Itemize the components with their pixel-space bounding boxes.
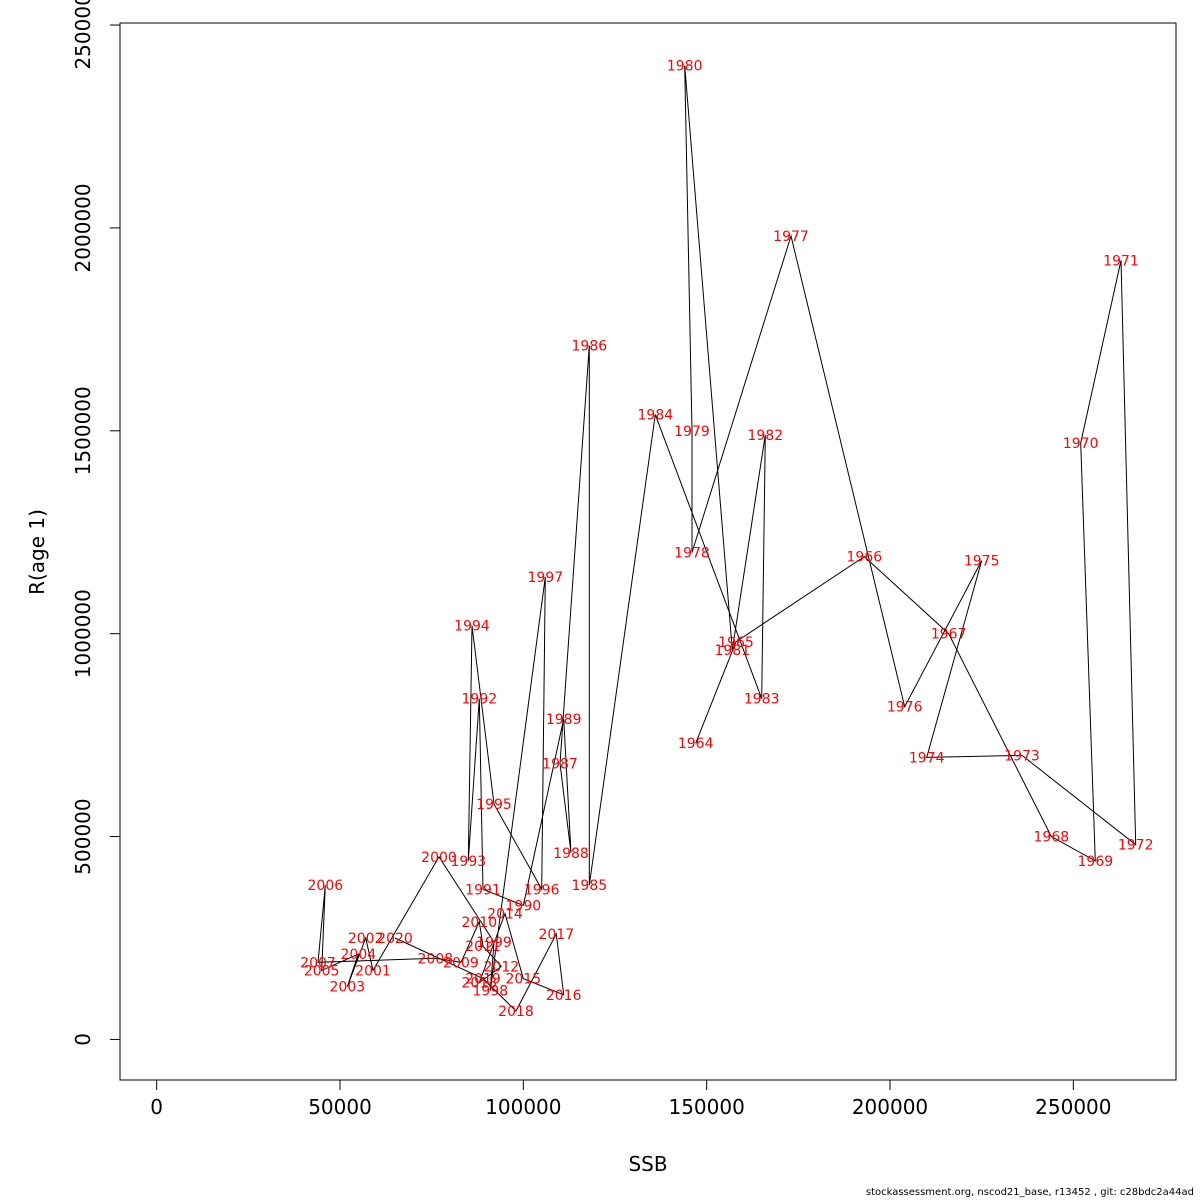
- point-label-1970: 1970: [1063, 436, 1099, 452]
- point-label-1981: 1981: [715, 643, 751, 659]
- point-label-1986: 1986: [572, 339, 608, 355]
- point-label-1968: 1968: [1034, 830, 1070, 846]
- point-label-1974: 1974: [909, 750, 945, 766]
- point-label-1999: 1999: [476, 935, 512, 951]
- point-label-1995: 1995: [476, 797, 512, 813]
- point-label-1979: 1979: [674, 424, 710, 440]
- point-label-1982: 1982: [748, 428, 784, 444]
- plot-frame: [119, 22, 1177, 1081]
- recruitment-path: [317, 65, 1137, 1012]
- point-label-1978: 1978: [674, 546, 710, 562]
- point-label-2015: 2015: [506, 972, 542, 988]
- x-tick-label: 0: [150, 1095, 163, 1119]
- point-label-2016: 2016: [546, 988, 582, 1004]
- y-axis: 0 500000 1000000 1500000 2000000 2500000: [71, 0, 121, 1046]
- point-label-1971: 1971: [1103, 253, 1139, 269]
- point-label-2003: 2003: [330, 980, 366, 996]
- point-label-1965: 1965: [718, 635, 754, 651]
- point-label-1977: 1977: [773, 229, 809, 245]
- y-tick-label: 1500000: [71, 386, 95, 475]
- point-label-2020: 2020: [377, 931, 413, 947]
- point-label-2010: 2010: [462, 915, 498, 931]
- point-label-1966: 1966: [847, 550, 883, 566]
- point-label-1987: 1987: [542, 757, 578, 773]
- point-label-2006: 2006: [308, 878, 344, 894]
- point-label-2014: 2014: [487, 907, 523, 923]
- x-axis-label: SSB: [628, 1152, 667, 1176]
- point-label-1997: 1997: [528, 570, 564, 586]
- point-label-1972: 1972: [1118, 838, 1154, 854]
- x-tick-label: 150000: [668, 1095, 744, 1119]
- x-tick-label: 50000: [308, 1095, 372, 1119]
- point-label-2000: 2000: [421, 850, 457, 866]
- point-label-2009: 2009: [443, 955, 479, 971]
- point-label-1996: 1996: [524, 882, 560, 898]
- x-tick-label: 100000: [485, 1095, 561, 1119]
- point-label-1989: 1989: [546, 712, 582, 728]
- point-label-2008: 2008: [418, 951, 454, 967]
- x-tick-label: 250000: [1035, 1095, 1111, 1119]
- year-labels: 1964 1965 1966 1967 1968 1969 1970 1971 1972 1973…: [300, 59, 1153, 1020]
- y-tick-label: 2000000: [71, 183, 95, 272]
- point-label-1976: 1976: [887, 700, 923, 716]
- point-label-1967: 1967: [931, 627, 967, 643]
- point-label-1993: 1993: [451, 854, 487, 870]
- point-label-2001: 2001: [355, 963, 391, 979]
- footer-credit: stockassessment.org, nscod21_base, r1345…: [865, 1187, 1194, 1198]
- point-label-1985: 1985: [572, 878, 608, 894]
- point-label-1994: 1994: [454, 619, 490, 635]
- series-line: [317, 65, 1137, 1012]
- point-label-1991: 1991: [465, 882, 501, 898]
- x-tick-label: 200000: [852, 1095, 928, 1119]
- y-tick-label: 0: [71, 1033, 95, 1046]
- point-label-2017: 2017: [539, 927, 575, 943]
- y-tick-label: 2500000: [71, 0, 95, 70]
- point-label-1980: 1980: [667, 59, 703, 75]
- point-label-2019: 2019: [465, 972, 501, 988]
- y-tick-label: 500000: [71, 798, 95, 874]
- point-label-1984: 1984: [638, 408, 674, 424]
- point-label-1988: 1988: [553, 846, 589, 862]
- point-label-1964: 1964: [678, 736, 714, 752]
- x-axis: 0 50000 100000 150000 200000 250000: [150, 1079, 1112, 1119]
- point-label-1990: 1990: [506, 899, 542, 915]
- y-axis-label: R(age 1): [25, 509, 49, 595]
- point-label-2011: 2011: [465, 939, 501, 955]
- point-label-2004: 2004: [341, 947, 377, 963]
- point-label-1983: 1983: [744, 692, 780, 708]
- point-label-2013: 2013: [462, 976, 498, 992]
- point-label-1975: 1975: [964, 554, 1000, 570]
- point-label-1969: 1969: [1078, 854, 1114, 870]
- point-label-2018: 2018: [498, 1004, 534, 1020]
- y-tick-label: 1000000: [71, 589, 95, 678]
- point-label-1992: 1992: [462, 692, 498, 708]
- point-label-1973: 1973: [1004, 748, 1040, 764]
- point-label-2005: 2005: [304, 963, 340, 979]
- point-label-2002: 2002: [348, 931, 384, 947]
- point-label-1998: 1998: [473, 984, 509, 1000]
- point-label-2007: 2007: [300, 955, 336, 971]
- point-label-2012: 2012: [484, 959, 520, 975]
